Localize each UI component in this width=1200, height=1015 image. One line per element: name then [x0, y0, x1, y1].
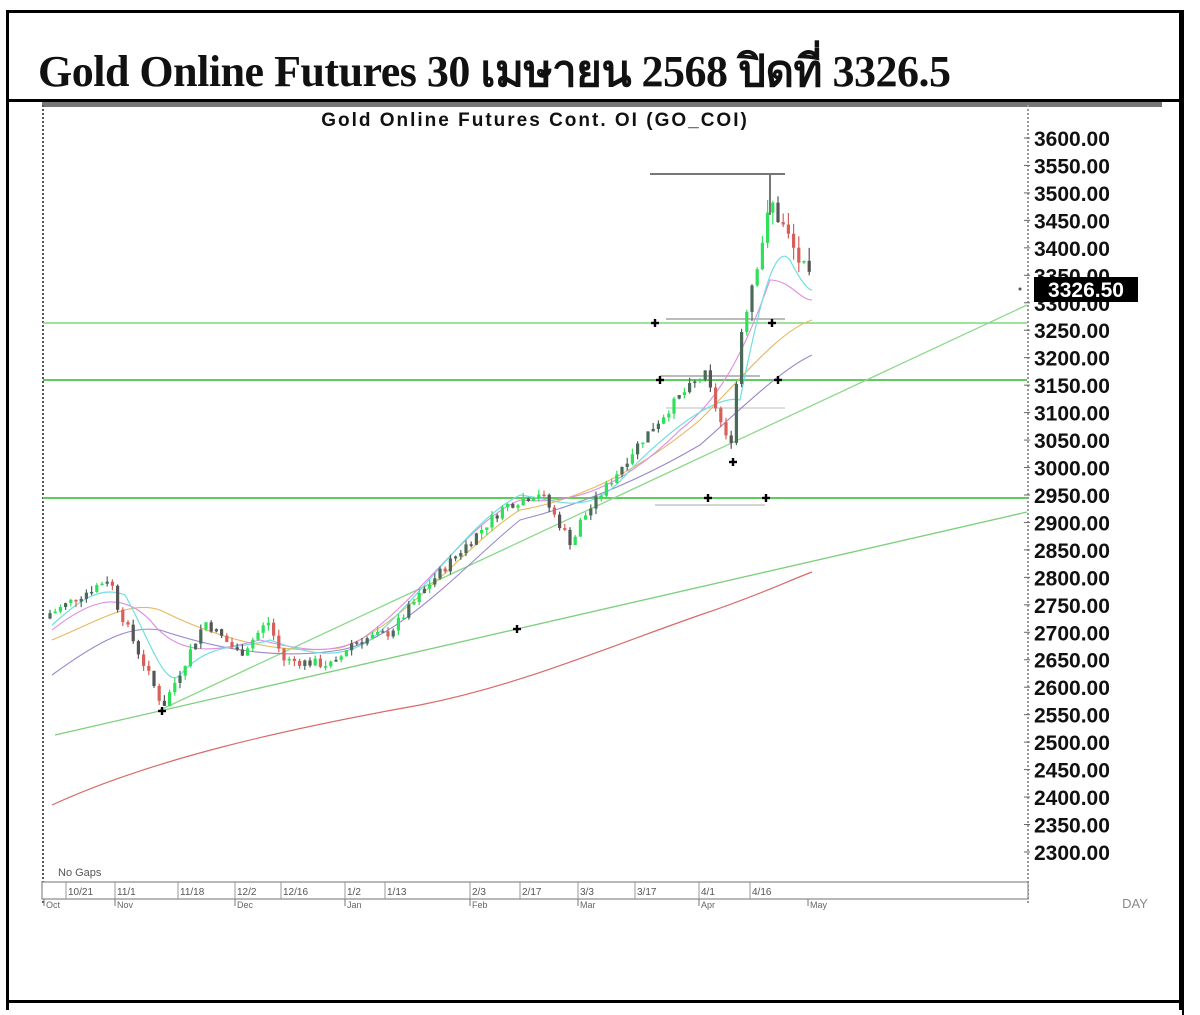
x-tick-label: 3/17	[637, 887, 657, 898]
x-tick-label: 4/16	[752, 887, 772, 898]
last-price-badge	[1034, 277, 1138, 302]
y-tick-label: 2950.00	[1034, 485, 1110, 508]
no-gaps-label: No Gaps	[58, 867, 102, 879]
last-price-label: 3326.50	[1048, 279, 1124, 302]
y-tick-label: 2700.00	[1034, 622, 1110, 645]
x-tick-label: 10/21	[68, 887, 93, 898]
y-tick-label: 2750.00	[1034, 595, 1110, 618]
y-tick-label: 2300.00	[1034, 842, 1110, 865]
month-label: May	[810, 900, 828, 910]
month-label: Dec	[237, 900, 254, 910]
y-tick-label: 2600.00	[1034, 677, 1110, 700]
y-tick-label: 3150.00	[1034, 375, 1110, 398]
y-tick-label: 2450.00	[1034, 760, 1110, 783]
trendlines	[54, 304, 1028, 736]
x-tick-label: 12/16	[283, 887, 308, 898]
month-label: Feb	[472, 900, 488, 910]
chart-top-bar	[42, 102, 1162, 107]
month-label: Mar	[580, 900, 596, 910]
y-tick-label: 3200.00	[1034, 348, 1110, 371]
chart-title: Gold Online Futures Cont. OI (GO_COI)	[321, 110, 749, 131]
month-label: Nov	[117, 900, 134, 910]
y-tick-label: 3550.00	[1034, 155, 1110, 178]
right-border	[1182, 10, 1184, 1015]
y-tick-label: 3450.00	[1034, 210, 1110, 233]
y-tick-label: 2550.00	[1034, 705, 1110, 728]
y-tick-label: 2900.00	[1034, 512, 1110, 535]
x-tick-label: 12/2	[237, 887, 257, 898]
page-frame	[6, 10, 1182, 1010]
y-tick-label: 2500.00	[1034, 732, 1110, 755]
y-tick-label: 2350.00	[1034, 815, 1110, 838]
pivot-markers	[158, 319, 782, 715]
x-axis: 10/21 11/1 11/18 12/2 12/16 1/2 1/13 2/3 2/17 3/3…	[41, 881, 1029, 910]
y-tick-label: 3250.00	[1034, 320, 1110, 343]
y-tick-label: 3600.00	[1034, 128, 1110, 151]
y-tick-label: 2400.00	[1034, 787, 1110, 810]
x-tick-label: 1/2	[347, 887, 361, 898]
x-tick-label: 2/3	[472, 887, 486, 898]
y-tick-label: 3400.00	[1034, 238, 1110, 261]
x-tick-label: 11/1	[117, 887, 136, 898]
y-tick-label: 3050.00	[1034, 430, 1110, 453]
x-tick-label: 3/3	[580, 887, 594, 898]
title-row: Gold Online Futures 30 เมษายน 2568 ปิดที…	[6, 10, 1182, 102]
periodicity-label: DAY	[1122, 896, 1148, 911]
bottom-border	[6, 1000, 1184, 1003]
y-tick-label: 3500.00	[1034, 183, 1110, 206]
x-tick-label: 11/18	[180, 887, 205, 898]
y-tick-label: 2650.00	[1034, 650, 1110, 673]
y-tick-label: 2850.00	[1034, 540, 1110, 563]
candlesticks	[48, 196, 811, 707]
annotation-lines	[650, 173, 785, 506]
x-tick-label: 2/17	[522, 887, 542, 898]
y-tick-label: 3000.00	[1034, 458, 1110, 481]
month-label: Oct	[46, 900, 61, 910]
moving-averages	[51, 255, 813, 806]
support-resistance-lines	[43, 322, 1027, 499]
month-label: Apr	[701, 900, 715, 910]
y-axis-labels: 3600.003550.003500.003450.003400.003350.…	[1024, 128, 1110, 865]
x-tick-label: 4/1	[701, 887, 715, 898]
month-label: Jan	[347, 900, 362, 910]
x-tick-label: 1/13	[387, 887, 407, 898]
y-tick-label: 2800.00	[1034, 567, 1110, 590]
y-tick-label: 3100.00	[1034, 403, 1110, 426]
page-title: Gold Online Futures 30 เมษายน 2568 ปิดที…	[38, 47, 951, 96]
